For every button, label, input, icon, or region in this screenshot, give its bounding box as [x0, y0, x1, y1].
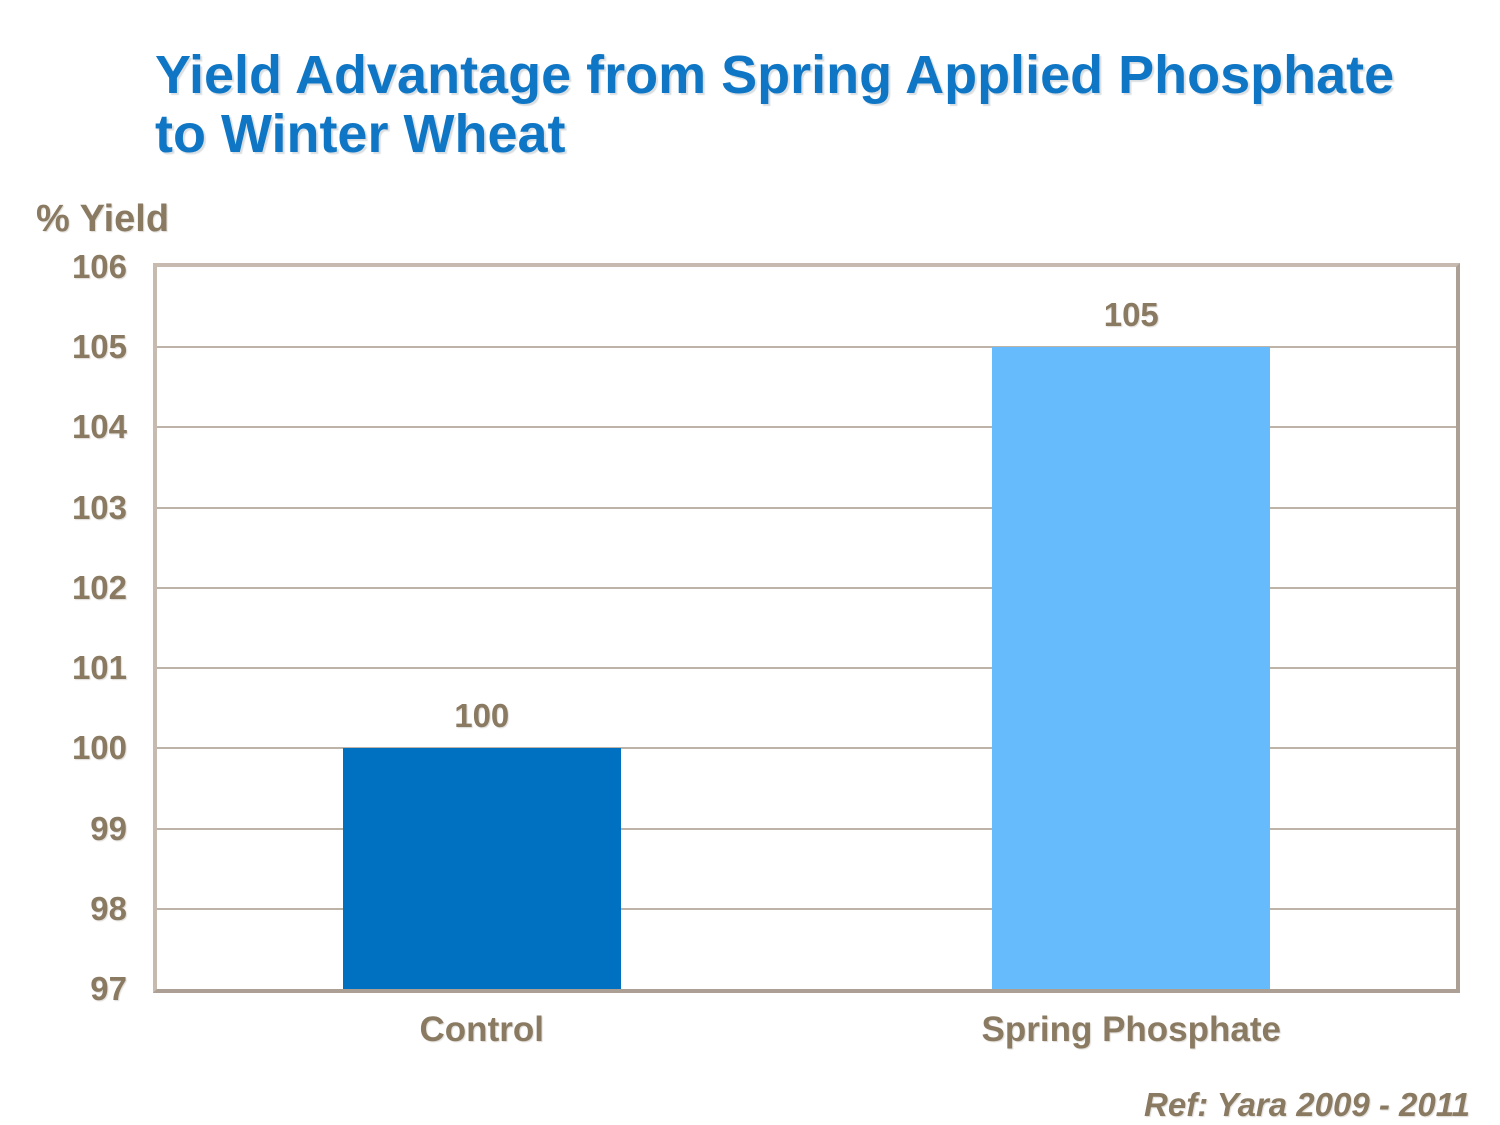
y-tick-label-104: 104 — [71, 408, 127, 446]
category-label-spring-phosphate: Spring Phosphate — [981, 1010, 1281, 1049]
y-tick-label-98: 98 — [90, 889, 127, 927]
y-tick-label-101: 101 — [71, 649, 127, 687]
gridline-99 — [157, 827, 1456, 830]
gridline-103 — [157, 506, 1456, 509]
reference-note: Ref: Yara 2009 - 2011 — [1144, 1086, 1470, 1123]
y-tick-label-99: 99 — [90, 809, 127, 847]
gridline-100 — [157, 747, 1456, 750]
y-tick-label-106: 106 — [71, 248, 127, 285]
y-tick-label-105: 105 — [71, 328, 127, 366]
value-label-spring-phosphate: 105 — [1103, 296, 1159, 334]
gridline-98 — [157, 907, 1456, 910]
chart-title-line-1: Yield Advantage from Spring Applied Phos… — [155, 45, 1395, 105]
bar-control — [342, 748, 621, 989]
y-tick-label-97: 97 — [90, 970, 127, 1007]
category-label-control: Control — [419, 1010, 544, 1049]
gridline-102 — [157, 586, 1456, 589]
gridline-101 — [157, 667, 1456, 670]
bar-spring-phosphate — [992, 347, 1271, 989]
gridline-105 — [157, 346, 1456, 349]
y-tick-label-100: 100 — [71, 729, 127, 767]
chart-title-line-2: to Winter Wheat — [155, 104, 566, 164]
chart-title: Yield Advantage from Spring Applied Phos… — [155, 46, 1394, 164]
y-tick-label-102: 102 — [71, 568, 127, 606]
value-label-control: 100 — [454, 697, 510, 735]
plot-area — [153, 263, 1460, 993]
y-axis-title: % Yield — [36, 198, 170, 240]
gridline-104 — [157, 426, 1456, 429]
y-tick-label-103: 103 — [71, 488, 127, 526]
